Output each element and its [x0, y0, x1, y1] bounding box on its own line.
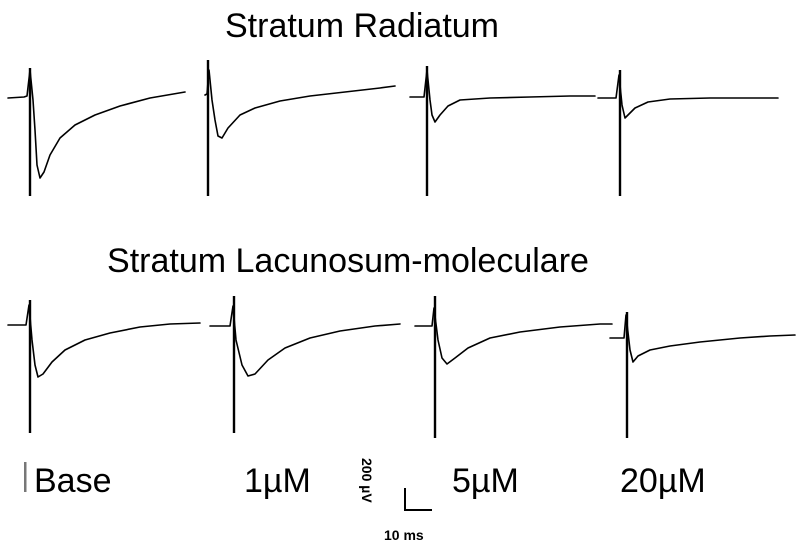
trace-radiatum-5uM	[409, 66, 596, 196]
trace-radiatum-20uM	[597, 70, 779, 196]
trace-lacunosum-20uM	[609, 312, 796, 438]
scale-bar: 200 µV 10 ms	[359, 458, 432, 543]
condition-label-base: Base	[34, 462, 112, 500]
label-marker	[24, 462, 27, 492]
scale-bar-time-label: 10 ms	[384, 527, 424, 543]
trace-radiatum-base	[7, 68, 186, 196]
trace-lacunosum-5uM	[414, 296, 613, 438]
panel-title-lacunosum: Stratum Lacunosum-moleculare	[107, 242, 589, 280]
condition-label-1uM: 1µM	[244, 462, 311, 500]
trace-radiatum-1uM	[204, 60, 396, 196]
trace-lacunosum-base	[7, 300, 201, 433]
scale-bar-voltage-label: 200 µV	[359, 458, 375, 503]
condition-label-20uM: 20µM	[620, 462, 706, 500]
condition-label-5uM: 5µM	[452, 462, 519, 500]
trace-lacunosum-1uM	[209, 296, 401, 433]
panel-title-radiatum: Stratum Radiatum	[225, 7, 499, 45]
